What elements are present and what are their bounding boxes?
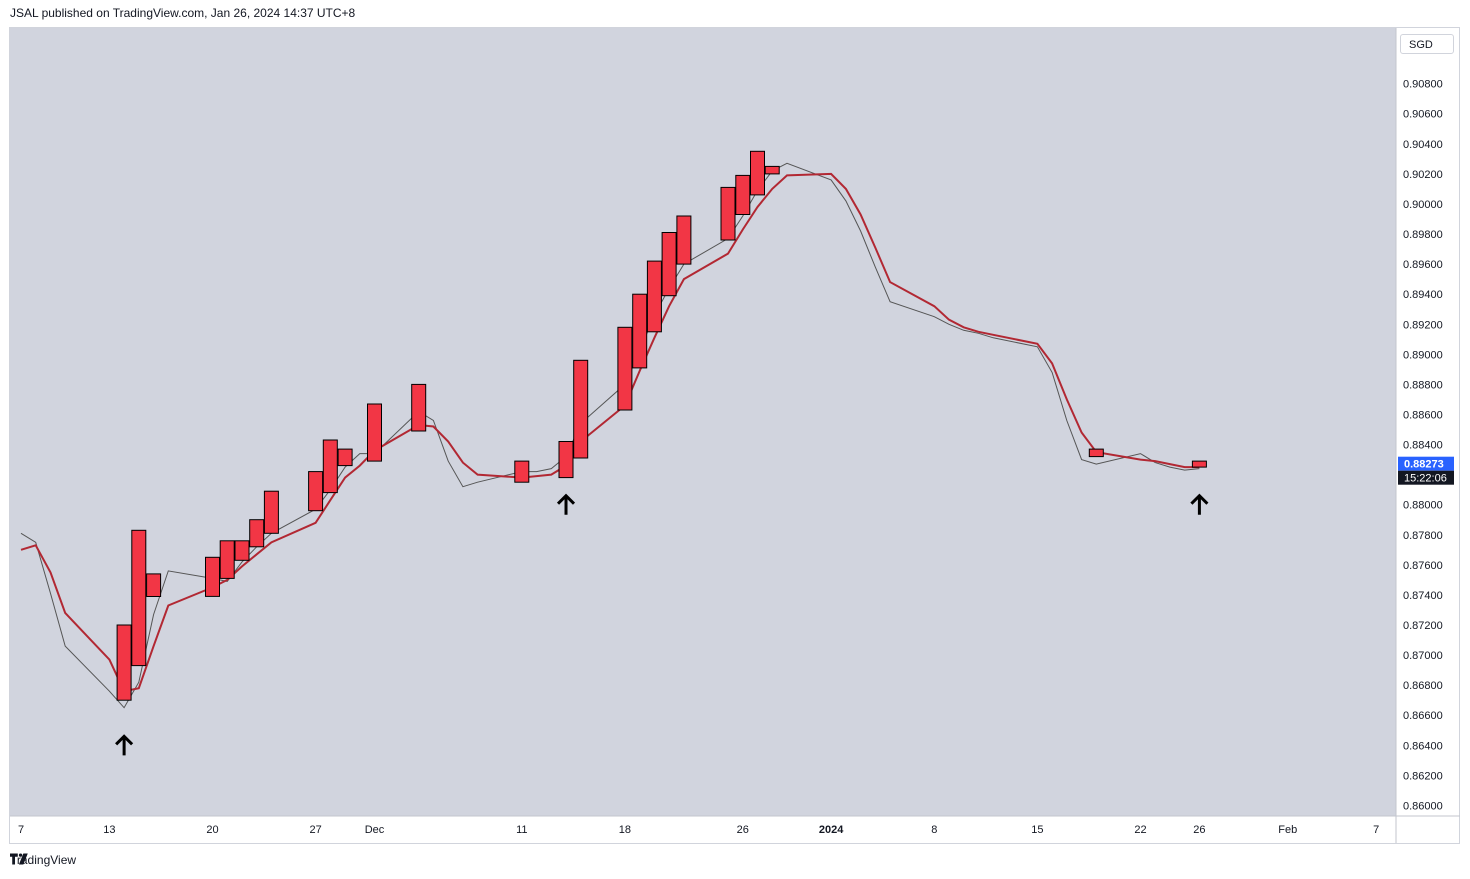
candle <box>411 383 427 432</box>
candle <box>1191 460 1207 468</box>
y-tick-label: 0.86200 <box>1403 770 1443 782</box>
y-tick-label: 0.90600 <box>1403 109 1443 121</box>
candle <box>720 186 736 241</box>
candle <box>322 439 338 494</box>
y-tick-label: 0.89800 <box>1403 229 1443 241</box>
candle <box>632 293 648 369</box>
candle <box>676 215 692 265</box>
currency-selector[interactable]: SGD <box>1400 34 1454 54</box>
y-tick-label: 0.89200 <box>1403 319 1443 331</box>
candlestick-series <box>116 150 1207 701</box>
candle <box>558 441 574 479</box>
x-tick-label: Dec <box>365 824 385 836</box>
y-tick-label: 0.88400 <box>1403 440 1443 452</box>
candle <box>735 174 751 215</box>
y-tick-label: 0.88000 <box>1403 500 1443 512</box>
footer-brand[interactable]: TradingView <box>10 853 76 867</box>
candle <box>646 260 662 333</box>
candle <box>146 573 162 598</box>
x-tick-label: 18 <box>619 824 631 836</box>
y-tick-label: 0.87000 <box>1403 650 1443 662</box>
candle <box>1088 448 1104 458</box>
x-tick-label: 11 <box>516 824 527 836</box>
y-tick-label: 0.90000 <box>1403 199 1443 211</box>
candle <box>205 556 220 597</box>
x-tick-label: 8 <box>931 824 937 836</box>
candle <box>116 624 132 701</box>
publication-header: JSAL published on TradingView.com, Jan 2… <box>10 6 356 20</box>
candle <box>234 540 250 561</box>
last-price-tag: 0.88273 15:22:06 <box>1398 456 1454 485</box>
x-tick-label: 7 <box>1373 824 1379 836</box>
last-price-value: 0.88273 <box>1404 459 1444 471</box>
candle <box>308 471 324 512</box>
x-tick-label: 20 <box>206 824 218 836</box>
bar-countdown: 15:22:06 <box>1404 473 1447 485</box>
y-tick-label: 0.87800 <box>1403 530 1443 542</box>
x-tick-label: 26 <box>1193 824 1205 836</box>
y-tick-label: 0.90800 <box>1403 79 1443 91</box>
chart-frame <box>9 27 1460 844</box>
y-tick-label: 0.87600 <box>1403 560 1443 572</box>
up-arrow-icon <box>1190 493 1209 515</box>
candle <box>750 150 765 196</box>
plot-background <box>10 28 1396 816</box>
x-tick-label: 2024 <box>819 824 844 836</box>
x-tick-label: 26 <box>737 824 749 836</box>
up-arrow-icon <box>115 734 134 756</box>
y-tick-label: 0.89000 <box>1403 349 1443 361</box>
y-tick-label: 0.86600 <box>1403 710 1443 722</box>
candle <box>337 448 353 467</box>
y-tick-label: 0.87400 <box>1403 590 1443 602</box>
y-tick-label: 0.88600 <box>1403 409 1443 421</box>
countdown-label-bg <box>1398 470 1454 485</box>
y-tick-label: 0.87200 <box>1403 620 1443 632</box>
candle <box>661 232 677 297</box>
price-axis[interactable]: 0.90800 0.90600 0.90400 0.90200 0.90000 0.898… <box>1403 79 1443 813</box>
candle <box>617 326 633 411</box>
y-tick-label: 0.89600 <box>1403 259 1443 271</box>
candle <box>764 165 780 175</box>
candle <box>573 359 589 459</box>
y-tick-label: 0.86800 <box>1403 680 1443 692</box>
up-arrow-icon <box>556 493 576 515</box>
x-tick-label: 15 <box>1031 824 1043 836</box>
y-tick-label: 0.86400 <box>1403 740 1443 752</box>
x-tick-label: 22 <box>1134 824 1146 836</box>
x-tick-label: 13 <box>103 824 115 836</box>
last-price-label-bg <box>1398 456 1454 471</box>
candle <box>367 403 382 462</box>
x-tick-label: 7 <box>18 824 24 836</box>
tradingview-logo-icon <box>10 853 28 865</box>
y-tick-label: 0.86000 <box>1403 800 1443 812</box>
x-tick-label: Feb <box>1278 824 1297 836</box>
candle <box>263 490 279 534</box>
candle <box>131 529 147 667</box>
candle <box>249 519 265 548</box>
time-axis[interactable]: 7 13 20 27 Dec 11 18 26 2024 8 15 22 26 Feb 7 <box>18 824 1379 836</box>
candle <box>219 540 235 579</box>
y-tick-label: 0.90400 <box>1403 139 1443 151</box>
y-tick-label: 0.89400 <box>1403 289 1443 301</box>
y-tick-label: 0.90200 <box>1403 169 1443 181</box>
signal-arrows <box>115 493 1209 756</box>
x-tick-label: 27 <box>309 824 321 836</box>
y-tick-label: 0.88800 <box>1403 379 1443 391</box>
candle <box>514 460 530 483</box>
